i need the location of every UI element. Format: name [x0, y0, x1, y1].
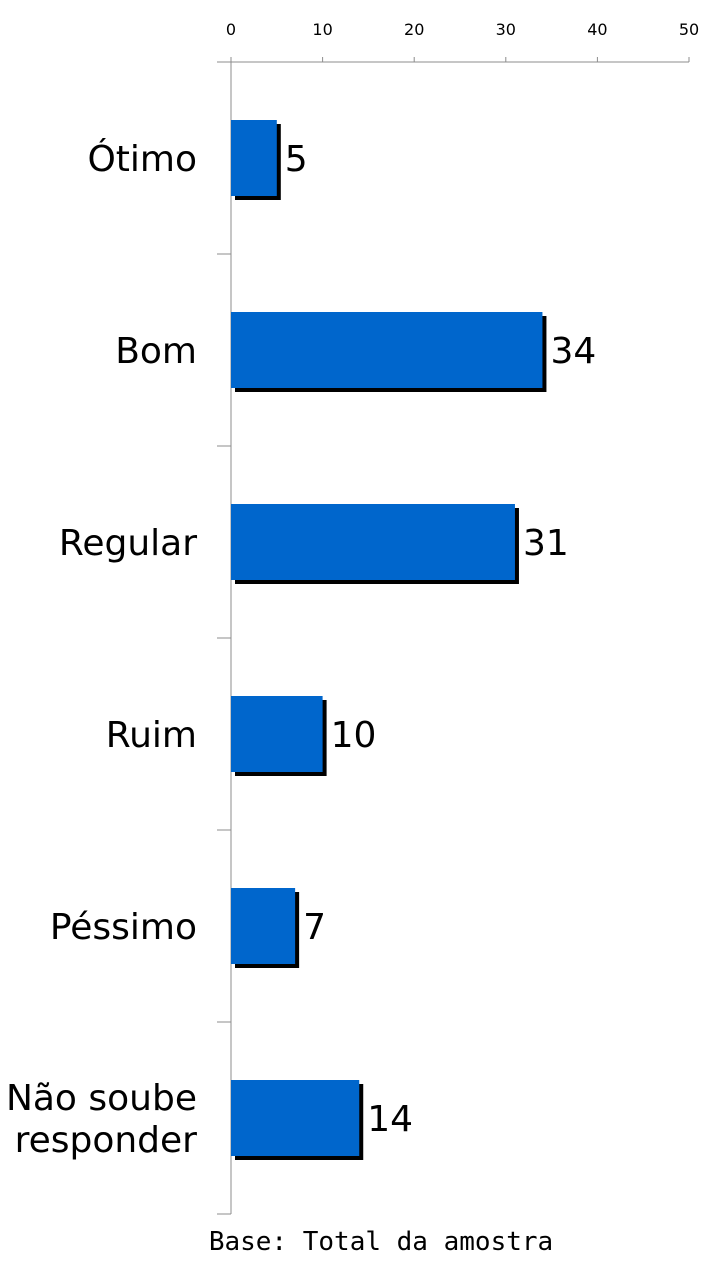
x-tick-label: 0 [226, 20, 236, 39]
bar [231, 888, 296, 964]
bar [231, 120, 277, 196]
data-label: 14 [367, 1099, 413, 1140]
x-tick-label: 30 [496, 20, 516, 39]
data-label: 34 [550, 331, 596, 372]
bar [231, 696, 323, 772]
data-label: 10 [331, 715, 377, 756]
category-label: Ótimo [87, 138, 197, 180]
category-label: Ruim [106, 715, 197, 756]
x-tick-label: 20 [404, 20, 424, 39]
bar [231, 1080, 360, 1156]
data-label: 5 [285, 139, 308, 180]
category-label: responder [15, 1120, 198, 1161]
x-tick-label: 10 [312, 20, 332, 39]
data-label: 7 [303, 907, 326, 948]
category-label: Péssimo [50, 907, 197, 948]
x-tick-label: 40 [587, 20, 607, 39]
chart-footnote: Base: Total da amostra [208, 1227, 554, 1257]
x-tick-label: 50 [679, 20, 699, 39]
category-label: Regular [59, 523, 197, 564]
bar [231, 504, 515, 580]
category-label: Não soube [6, 1078, 197, 1119]
data-label: 31 [523, 523, 569, 564]
category-label: Bom [115, 331, 197, 372]
bar [231, 312, 543, 388]
